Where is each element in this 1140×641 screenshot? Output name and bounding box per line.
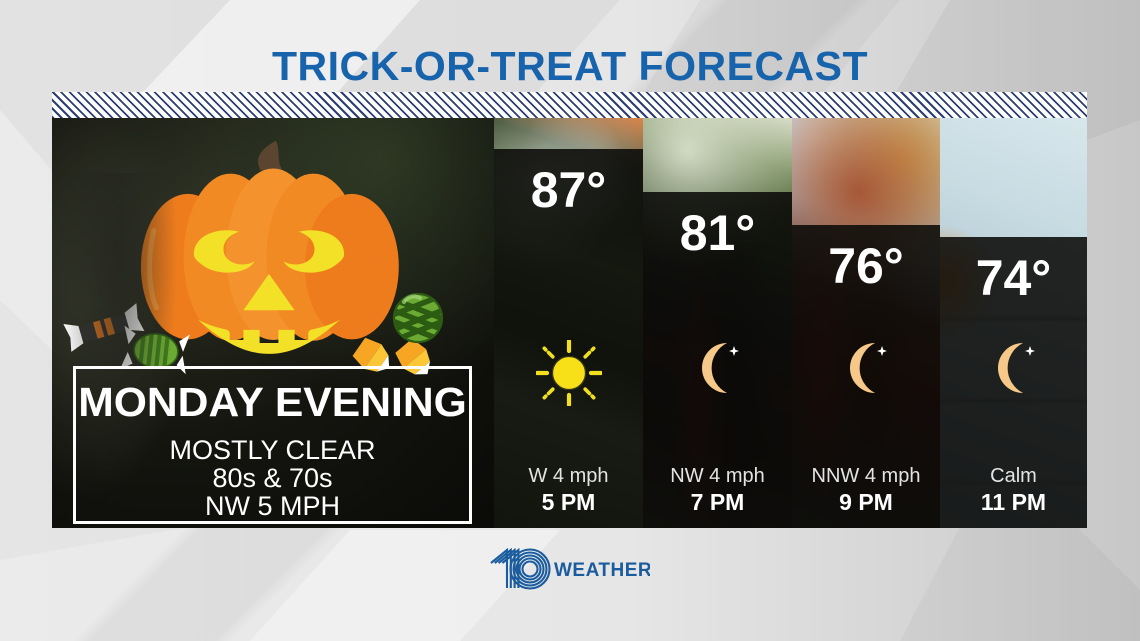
svg-text:WEATHER: WEATHER (554, 560, 650, 581)
